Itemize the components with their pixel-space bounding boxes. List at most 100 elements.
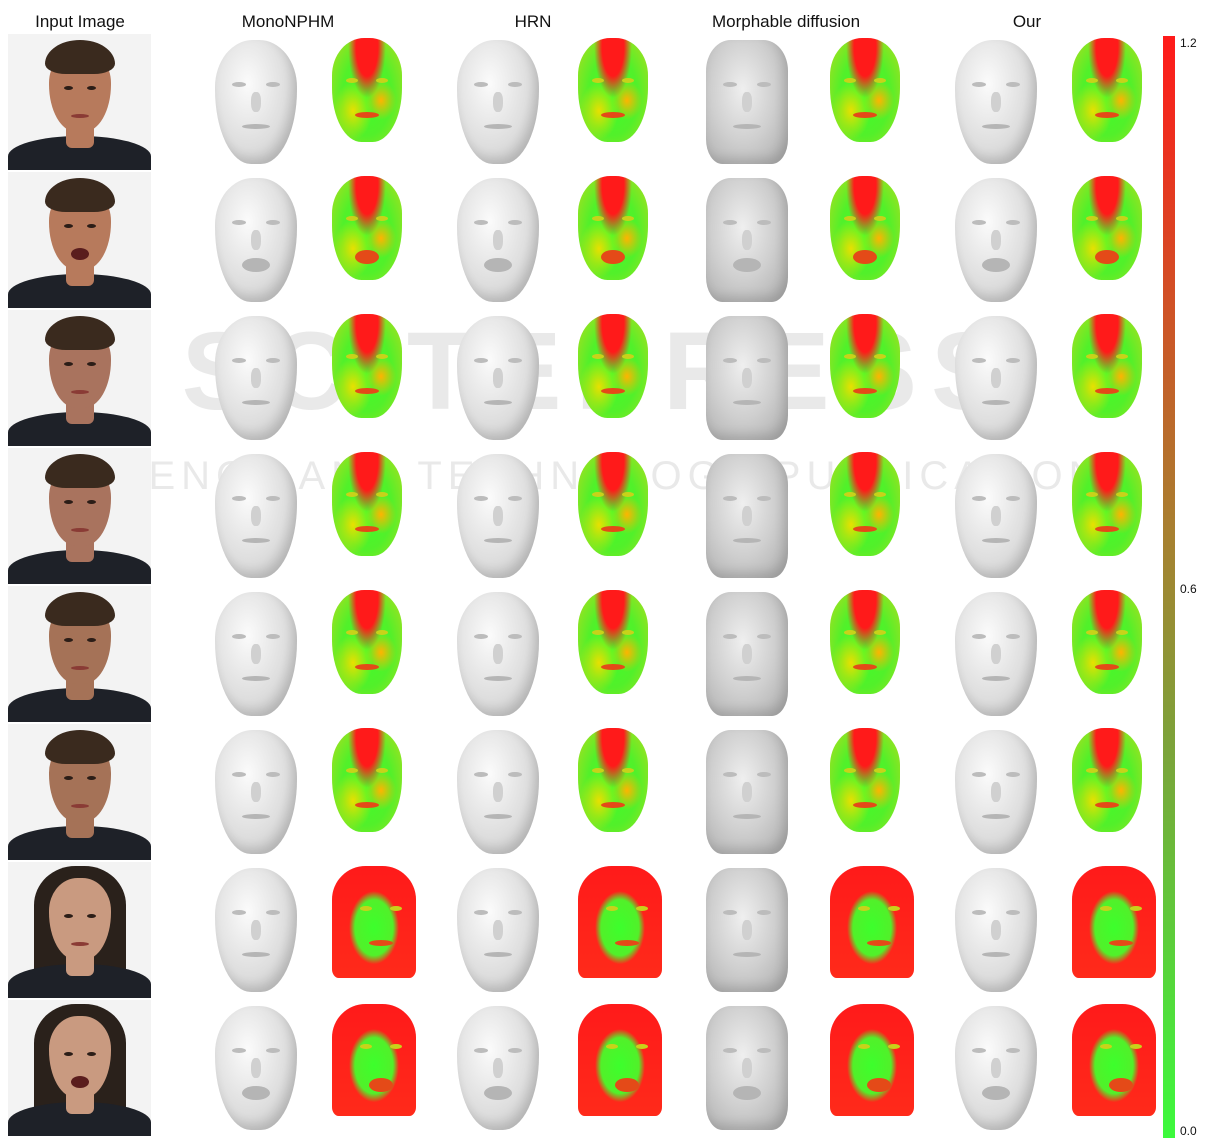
error-map-mouth <box>1095 664 1119 670</box>
our-error-map <box>1072 866 1156 978</box>
error-map-eye <box>360 1044 372 1049</box>
mesh-nose <box>742 230 752 250</box>
error-map-eye <box>606 906 618 911</box>
eye-shape <box>64 776 73 780</box>
mesh-mouth <box>733 538 761 543</box>
mouth-shape <box>71 390 89 394</box>
error-map-mouth <box>1109 940 1133 946</box>
mesh-mouth <box>242 676 270 681</box>
mesh-nose <box>991 92 1001 112</box>
mesh-mouth <box>982 814 1010 819</box>
eye-shape <box>87 500 96 504</box>
error-map-eye <box>636 1044 648 1049</box>
mesh-mouth <box>484 1086 512 1100</box>
mesh-eye <box>972 634 986 639</box>
error-map-eye <box>592 216 604 221</box>
morphable-diffusion-mesh <box>706 40 788 164</box>
error-map-eye <box>874 78 886 83</box>
mesh-nose <box>493 368 503 388</box>
error-map-eye <box>1116 492 1128 497</box>
error-map-eye <box>622 216 634 221</box>
mesh-eye <box>232 772 246 777</box>
mononphm-error-map <box>332 176 402 280</box>
figure-row <box>0 586 1160 724</box>
eye-shape <box>87 914 96 918</box>
mesh-eye <box>723 82 737 87</box>
mesh-nose <box>742 1058 752 1078</box>
input-photo <box>8 586 151 722</box>
figure-row <box>0 1000 1160 1138</box>
error-map-eye <box>874 768 886 773</box>
header-our: Our <box>1012 12 1042 31</box>
error-map-eye <box>874 354 886 359</box>
hair-shape <box>45 730 115 764</box>
error-map-mouth <box>355 802 379 808</box>
mesh-nose <box>991 920 1001 940</box>
mesh-eye <box>723 1048 737 1053</box>
error-map-eye <box>622 492 634 497</box>
error-map-eye <box>636 906 648 911</box>
mesh-eye <box>1006 1048 1020 1053</box>
mesh-eye <box>1006 82 1020 87</box>
mesh-mouth <box>484 124 512 129</box>
mesh-eye <box>757 910 771 915</box>
colorbar-mid-label: 0.6 <box>1180 582 1197 596</box>
error-map-mouth <box>601 526 625 532</box>
mesh-eye <box>508 1048 522 1053</box>
input-photo <box>8 1000 151 1136</box>
morphable-diffusion-error-map <box>830 176 900 280</box>
mesh-eye <box>1006 220 1020 225</box>
error-map-mouth <box>1109 1078 1133 1092</box>
mononphm-mesh <box>215 40 297 164</box>
mesh-nose <box>991 506 1001 526</box>
mesh-eye <box>972 220 986 225</box>
error-map-mouth <box>601 388 625 394</box>
our-mesh <box>955 40 1037 164</box>
mesh-eye <box>508 220 522 225</box>
our-mesh <box>955 1006 1037 1130</box>
error-map-eye <box>346 630 358 635</box>
error-map-eye <box>844 768 856 773</box>
mesh-nose <box>493 782 503 802</box>
our-mesh <box>955 178 1037 302</box>
mesh-eye <box>757 496 771 501</box>
mesh-nose <box>251 368 261 388</box>
error-map-mouth <box>355 388 379 394</box>
error-map-eye <box>592 630 604 635</box>
our-error-map <box>1072 452 1142 556</box>
mesh-eye <box>232 82 246 87</box>
hrn-error-map <box>578 314 648 418</box>
hrn-mesh <box>457 40 539 164</box>
mesh-nose <box>991 1058 1001 1078</box>
mouth-shape <box>71 804 89 808</box>
hrn-error-map <box>578 38 648 142</box>
mesh-mouth <box>982 538 1010 543</box>
mesh-mouth <box>982 124 1010 129</box>
mesh-eye <box>1006 496 1020 501</box>
error-map-mouth <box>615 940 639 946</box>
mesh-mouth <box>242 258 270 272</box>
error-map-eye <box>346 216 358 221</box>
eye-shape <box>87 224 96 228</box>
our-error-map <box>1072 728 1142 832</box>
error-map-mouth <box>1095 526 1119 532</box>
mesh-mouth <box>484 538 512 543</box>
morphable-diffusion-mesh <box>706 868 788 992</box>
figure-row <box>0 448 1160 586</box>
mesh-mouth <box>733 1086 761 1100</box>
header-morphable-diffusion: Morphable diffusion <box>711 12 861 31</box>
mesh-mouth <box>733 124 761 129</box>
error-map-eye <box>390 906 402 911</box>
hrn-error-map <box>578 176 648 280</box>
figure-row <box>0 34 1160 172</box>
mononphm-mesh <box>215 454 297 578</box>
input-photo <box>8 724 151 860</box>
error-map-eye <box>376 630 388 635</box>
mesh-eye <box>972 496 986 501</box>
error-map-eye <box>376 492 388 497</box>
mesh-nose <box>742 644 752 664</box>
error-map-mouth <box>601 664 625 670</box>
mesh-eye <box>474 910 488 915</box>
mesh-nose <box>251 92 261 112</box>
mononphm-mesh <box>215 316 297 440</box>
